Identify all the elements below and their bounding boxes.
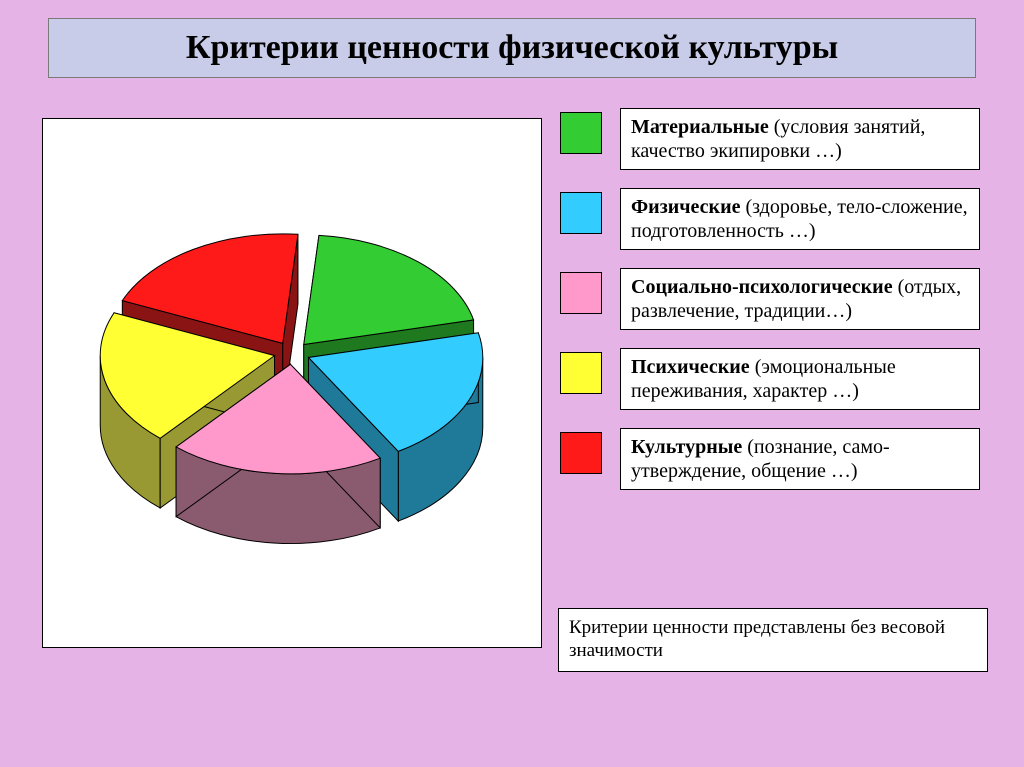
- legend-swatch-psychic: [560, 352, 602, 394]
- legend-lead-cultural: Культурные: [631, 436, 747, 458]
- footnote-box: Критерии ценности представлены без весов…: [558, 608, 988, 672]
- legend-lead-physical: Физические: [631, 196, 745, 218]
- legend-lead-material: Материальные: [631, 116, 774, 138]
- legend-row-psychic: Психические (эмоциональные переживания, …: [560, 348, 990, 410]
- legend-lead-psychic: Психические: [631, 356, 755, 378]
- footnote-text: Критерии ценности представлены без весов…: [569, 617, 945, 661]
- pie-chart-frame: [42, 118, 542, 648]
- legend-lead-social: Социально-психологические: [631, 276, 898, 298]
- legend-label-psychic: Психические (эмоциональные переживания, …: [620, 348, 980, 410]
- legend-swatch-cultural: [560, 432, 602, 474]
- legend-row-material: Материальные (условия занятий, качество …: [560, 108, 990, 170]
- legend-swatch-social: [560, 272, 602, 314]
- title-bar: Критерии ценности физической культуры: [48, 18, 976, 78]
- legend-label-material: Материальные (условия занятий, качество …: [620, 108, 980, 170]
- legend-row-cultural: Культурные (познание, само-утверждение, …: [560, 428, 990, 490]
- legend-column: Материальные (условия занятий, качество …: [560, 108, 990, 508]
- legend-row-social: Социально-психологические (отдых, развле…: [560, 268, 990, 330]
- legend-swatch-material: [560, 112, 602, 154]
- legend-label-cultural: Культурные (познание, само-утверждение, …: [620, 428, 980, 490]
- pie-chart-svg: [43, 119, 541, 647]
- legend-label-social: Социально-психологические (отдых, развле…: [620, 268, 980, 330]
- page-root: Критерии ценности физической культуры Ма…: [0, 0, 1024, 767]
- legend-swatch-physical: [560, 192, 602, 234]
- legend-row-physical: Физические (здоровье, тело-сложение, под…: [560, 188, 990, 250]
- legend-label-physical: Физические (здоровье, тело-сложение, под…: [620, 188, 980, 250]
- page-title: Критерии ценности физической культуры: [186, 29, 838, 67]
